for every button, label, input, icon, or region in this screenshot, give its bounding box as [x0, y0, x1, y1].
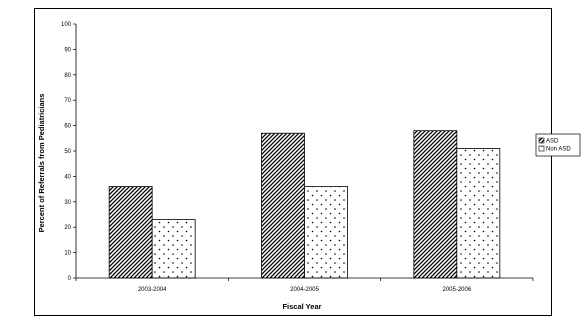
y-tick-label: 20 — [64, 225, 71, 231]
bar-asd-2004-2005 — [261, 132, 305, 279]
legend-box — [535, 133, 581, 157]
legend-swatch-asd — [538, 137, 545, 144]
legend-label: Non ASD — [546, 147, 571, 153]
x-tick-label: 2004-2005 — [290, 287, 319, 293]
bar-asd-2003-2004 — [108, 186, 153, 279]
y-tick-label: 10 — [64, 251, 71, 257]
y-tick-label: 70 — [64, 98, 71, 104]
y-tick-label: 0 — [68, 276, 72, 282]
y-tick-label: 50 — [64, 149, 71, 155]
bar-non-asd-2003-2004 — [151, 219, 196, 279]
bar-non-asd-2005-2006 — [456, 148, 501, 279]
legend-label: ASD — [546, 139, 559, 145]
y-tick-label: 40 — [64, 174, 71, 180]
y-tick-label: 100 — [61, 22, 72, 28]
x-tick-label: 2005-2006 — [442, 287, 471, 293]
bar-asd-2005-2006 — [413, 130, 458, 279]
legend: ASD Non ASD — [535, 133, 581, 157]
y-axis-title: Percent of Referrals from Pediatricians — [37, 94, 46, 233]
x-tick-label: 2003-2004 — [138, 287, 167, 293]
y-tick-label: 90 — [64, 47, 71, 53]
y-tick-label: 30 — [64, 200, 71, 206]
plot-area: 2003-2004 2004-2005 2005-2006 0 10 20 30 40 50 60… — [61, 22, 534, 293]
legend-swatch-non-asd — [538, 145, 545, 152]
y-tick-label: 80 — [64, 73, 71, 79]
bar-non-asd-2004-2005 — [304, 186, 348, 279]
y-tick-label: 60 — [64, 124, 71, 130]
x-axis-title: Fiscal Year — [282, 302, 321, 311]
